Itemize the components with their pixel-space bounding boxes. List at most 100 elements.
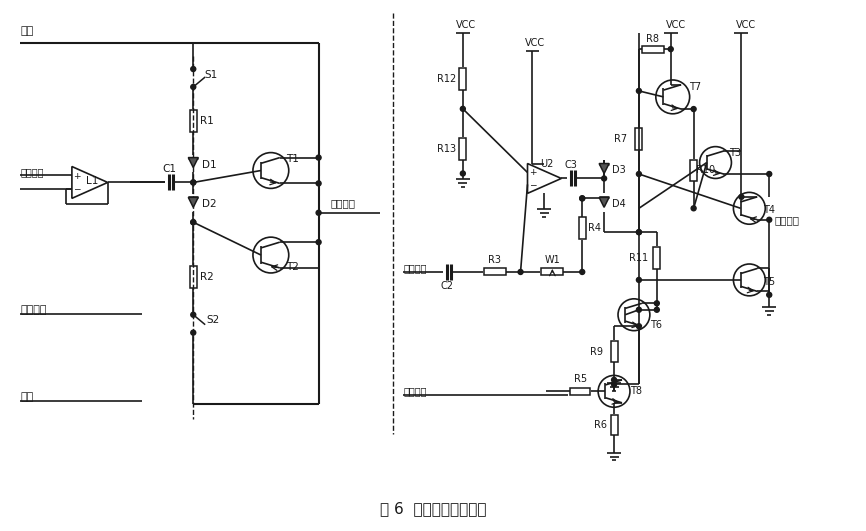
Text: VCC: VCC [666, 20, 686, 30]
Text: R2: R2 [200, 272, 214, 282]
Circle shape [691, 107, 696, 112]
Circle shape [691, 206, 696, 211]
Circle shape [637, 230, 642, 235]
Text: R10: R10 [696, 166, 715, 176]
Polygon shape [188, 198, 198, 207]
Circle shape [191, 84, 196, 89]
Bar [611, 340, 617, 363]
Text: 输出信号: 输出信号 [331, 198, 356, 208]
Circle shape [766, 172, 772, 176]
Circle shape [191, 220, 196, 225]
Circle shape [191, 180, 196, 185]
Circle shape [669, 47, 673, 52]
Circle shape [637, 324, 642, 329]
Text: S2: S2 [206, 315, 220, 325]
Text: 输出使能: 输出使能 [404, 387, 427, 396]
Text: T4: T4 [763, 205, 775, 215]
Bar [578, 217, 585, 239]
Circle shape [191, 312, 196, 317]
Text: T6: T6 [650, 320, 662, 330]
Text: R9: R9 [590, 347, 603, 356]
Polygon shape [599, 198, 609, 207]
Circle shape [637, 172, 642, 176]
Text: R13: R13 [437, 143, 456, 153]
Text: R4: R4 [588, 223, 601, 233]
Text: +: + [73, 172, 81, 181]
Text: T8: T8 [630, 387, 642, 396]
Text: 图 6  电力载波放大电路: 图 6 电力载波放大电路 [380, 501, 486, 516]
Text: D2: D2 [202, 199, 216, 209]
Circle shape [316, 239, 321, 245]
Circle shape [461, 106, 465, 112]
Bar [541, 269, 563, 276]
Circle shape [191, 180, 196, 185]
Polygon shape [188, 158, 198, 167]
Circle shape [191, 220, 196, 225]
Circle shape [611, 378, 617, 382]
Bar [190, 110, 197, 132]
Circle shape [191, 66, 196, 72]
Text: D1: D1 [202, 159, 216, 169]
Text: R1: R1 [200, 116, 214, 126]
Text: 输入信号: 输入信号 [20, 167, 43, 177]
Circle shape [655, 307, 659, 312]
Bar [459, 138, 466, 159]
Text: R12: R12 [437, 74, 456, 84]
Bar [571, 388, 591, 395]
Circle shape [637, 230, 642, 235]
Text: L1: L1 [86, 176, 98, 186]
Circle shape [579, 196, 585, 201]
Text: 输入信号: 输入信号 [404, 263, 427, 273]
Circle shape [739, 194, 744, 199]
Circle shape [316, 210, 321, 215]
Bar [484, 269, 506, 276]
Text: VCC: VCC [736, 20, 756, 30]
Text: 电源: 电源 [20, 26, 34, 36]
Circle shape [766, 293, 772, 297]
Bar [459, 68, 466, 90]
Circle shape [579, 196, 585, 201]
Text: C2: C2 [441, 281, 454, 291]
Text: −: − [73, 184, 81, 193]
Text: −: − [529, 180, 536, 189]
Circle shape [655, 301, 659, 306]
Text: T3: T3 [729, 148, 741, 158]
Bar [190, 266, 197, 288]
Text: C1: C1 [163, 164, 177, 174]
Polygon shape [599, 164, 609, 174]
Circle shape [579, 269, 585, 275]
Circle shape [461, 171, 465, 176]
Text: D4: D4 [612, 199, 626, 209]
Circle shape [518, 269, 523, 275]
Text: VCC: VCC [526, 38, 546, 48]
Circle shape [766, 217, 772, 222]
Text: D3: D3 [612, 166, 626, 176]
Text: VCC: VCC [456, 20, 476, 30]
Text: W1: W1 [545, 255, 560, 265]
Bar [653, 247, 660, 269]
Bar [611, 415, 617, 435]
Circle shape [316, 181, 321, 186]
Text: R5: R5 [574, 374, 587, 384]
Text: 地线: 地线 [20, 392, 34, 402]
Text: T2: T2 [287, 262, 299, 272]
Text: 输出信号: 输出信号 [774, 215, 799, 225]
Text: C3: C3 [565, 159, 578, 169]
Bar [690, 159, 697, 182]
Text: R7: R7 [615, 134, 628, 144]
Text: U2: U2 [540, 159, 553, 168]
Text: +: + [529, 168, 536, 177]
Circle shape [602, 176, 606, 181]
Text: T1: T1 [287, 153, 299, 164]
Circle shape [637, 307, 642, 312]
Text: 输出使能: 输出使能 [20, 305, 47, 315]
Text: R11: R11 [630, 253, 649, 263]
Text: S1: S1 [204, 70, 217, 80]
Circle shape [611, 382, 617, 387]
Bar [642, 46, 663, 53]
Text: R8: R8 [646, 34, 659, 44]
Text: T7: T7 [688, 82, 701, 92]
Text: T5: T5 [763, 277, 775, 287]
Circle shape [637, 89, 642, 93]
Circle shape [316, 155, 321, 160]
